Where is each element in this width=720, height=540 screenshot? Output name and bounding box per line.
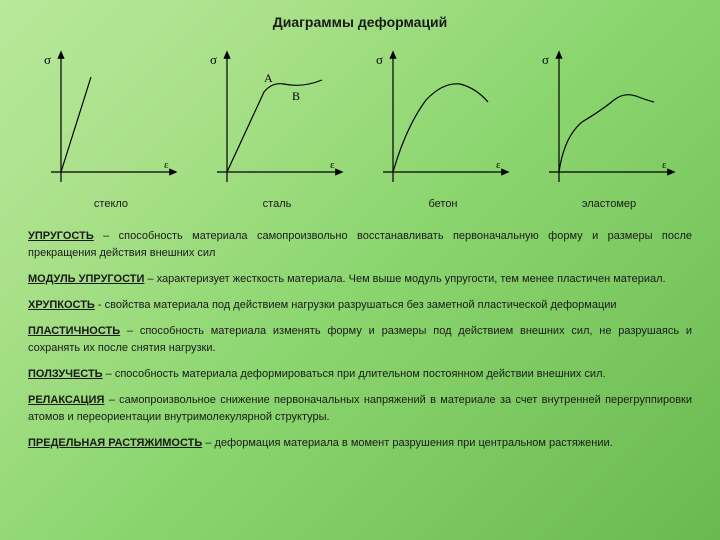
definition-text: - свойства материала под действием нагру…: [95, 299, 617, 311]
chart-svg: σ ε A B: [202, 42, 352, 192]
chart-label-glass: стекло: [36, 198, 186, 210]
chart-glass: σ ε: [36, 42, 186, 192]
definition-term: ПРЕДЕЛЬНАЯ РАСТЯЖИМОСТЬ: [28, 437, 202, 449]
chart-elastomer: σ ε: [534, 42, 684, 192]
chart-label-steel: сталь: [202, 198, 352, 210]
sigma-label: σ: [44, 52, 51, 67]
definition-text: – деформация материала в момент разрушен…: [202, 437, 612, 449]
chart-labels-row: стекло сталь бетон эластомер: [28, 198, 692, 210]
definition-item: ХРУПКОСТЬ - свойства материала под дейст…: [28, 297, 692, 314]
definition-item: УПРУГОСТЬ – способность материала самопр…: [28, 228, 692, 262]
curve: [227, 80, 322, 172]
definition-item: МОДУЛЬ УПРУГОСТИ – характеризует жесткос…: [28, 271, 692, 288]
definition-term: МОДУЛЬ УПРУГОСТИ: [28, 273, 144, 285]
definition-text: – способность материала деформироваться …: [103, 368, 606, 380]
curve: [559, 95, 654, 172]
chart-concrete: σ ε: [368, 42, 518, 192]
epsilon-label: ε: [164, 159, 169, 171]
definition-term: ПЛАСТИЧНОСТЬ: [28, 325, 120, 337]
sigma-label: σ: [210, 52, 217, 67]
epsilon-label: ε: [496, 159, 501, 171]
page-title: Диаграммы деформаций: [28, 14, 692, 30]
definition-text: – характеризует жесткость материала. Чем…: [144, 273, 665, 285]
definition-item: ПЛАСТИЧНОСТЬ – способность материала изм…: [28, 323, 692, 357]
sigma-label: σ: [542, 52, 549, 67]
definition-text: – самопроизвольное снижение первоначальн…: [28, 394, 692, 423]
definition-term: УПРУГОСТЬ: [28, 230, 94, 242]
definitions-block: УПРУГОСТЬ – способность материала самопр…: [28, 228, 692, 452]
definition-term: ПОЛЗУЧЕСТЬ: [28, 368, 103, 380]
chart-svg: σ ε: [368, 42, 518, 192]
definition-item: ПОЛЗУЧЕСТЬ – способность материала дефор…: [28, 366, 692, 383]
epsilon-label: ε: [662, 159, 667, 171]
definition-text: – способность материала изменять форму и…: [28, 325, 692, 354]
definition-term: ХРУПКОСТЬ: [28, 299, 95, 311]
chart-label-elastomer: эластомер: [534, 198, 684, 210]
curve: [61, 77, 91, 172]
chart-svg: σ ε: [534, 42, 684, 192]
definition-item: ПРЕДЕЛЬНАЯ РАСТЯЖИМОСТЬ – деформация мат…: [28, 435, 692, 452]
curve: [393, 84, 488, 172]
definition-text: – способность материала самопроизвольно …: [28, 230, 692, 259]
chart-point-label: B: [292, 89, 300, 103]
chart-point-label: A: [264, 71, 273, 85]
definition-item: РЕЛАКСАЦИЯ – самопроизвольное снижение п…: [28, 392, 692, 426]
chart-label-concrete: бетон: [368, 198, 518, 210]
chart-steel: σ ε A B: [202, 42, 352, 192]
sigma-label: σ: [376, 52, 383, 67]
epsilon-label: ε: [330, 159, 335, 171]
charts-row: σ ε σ ε A B σ ε σ ε: [28, 42, 692, 192]
chart-svg: σ ε: [36, 42, 186, 192]
definition-term: РЕЛАКСАЦИЯ: [28, 394, 104, 406]
